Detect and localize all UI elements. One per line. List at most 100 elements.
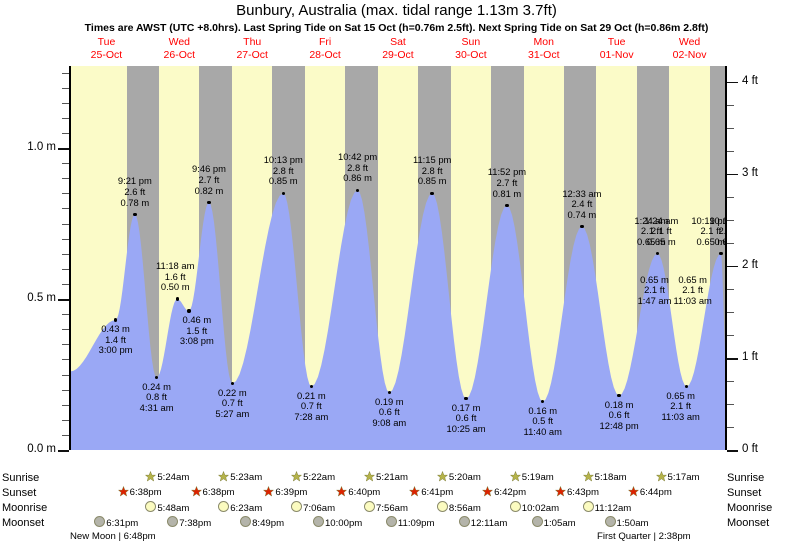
- moonrise-cell: 11:12am: [582, 501, 631, 514]
- tide-label-line: 11:40 am: [523, 425, 562, 437]
- y-axis-left-label: 0.0 m: [27, 443, 56, 455]
- tide-extreme-label: 10:42 pm 2.8 ft 0.86 m: [323, 152, 393, 184]
- tide-extreme-dot: [187, 309, 191, 313]
- tide-label-line: 4:31 am: [139, 401, 174, 413]
- tide-label-line: 9:08 am: [372, 416, 407, 428]
- day-header-29-oct: Sat 29-Oct: [362, 36, 435, 62]
- moonset-time: 11:09pm: [397, 518, 435, 529]
- sunrise-cell: 5:17am: [655, 471, 700, 483]
- tide-label-line: 2.1 ft: [682, 284, 704, 296]
- tide-extreme-label: 11:52 pm 2.7 ft 0.81 m: [472, 167, 542, 199]
- y-tick-left: [62, 117, 69, 119]
- y-tick-left: [62, 434, 69, 436]
- day-of-week: Mon: [533, 36, 554, 48]
- tide-label-line: 12:48 pm: [599, 419, 639, 431]
- star-icon: [554, 486, 566, 497]
- day-date: 25-Oct: [90, 49, 123, 61]
- tide-label-line: 0.65 m: [647, 235, 676, 247]
- tide-extreme-dot: [133, 212, 137, 217]
- moon-disc-icon: [312, 516, 324, 527]
- day-of-week: Wed: [168, 36, 191, 48]
- sunrise-cell: 5:20am: [436, 471, 481, 483]
- moon-disc-icon: [531, 516, 543, 527]
- sunset-cell: 6:38pm: [190, 486, 235, 498]
- sunrise-time: 5:22am: [303, 472, 336, 483]
- moonset-time: 1:50am: [616, 518, 649, 529]
- tide-label-line: 1.4 ft: [105, 333, 126, 345]
- day-of-week: Sat: [390, 36, 406, 48]
- y-axis-right-label: 1 ft: [742, 350, 758, 363]
- moonset-label-right: Moonset: [727, 517, 770, 529]
- tide-label-line: 2.1 ft: [640, 225, 662, 237]
- moonset-time: 1:05am: [543, 518, 576, 529]
- tide-label-line: 10:42 pm: [338, 151, 378, 163]
- day-header-28-oct: Fri 28-Oct: [289, 36, 362, 62]
- tide-label-line: 2.1 ft: [650, 225, 672, 237]
- moon-disc-icon: [167, 516, 179, 527]
- tide-label-line: 1.6 ft: [164, 270, 186, 282]
- moonset-time: 7:38pm: [179, 518, 212, 529]
- star-icon: [145, 471, 157, 482]
- moonrise-cell: 6:23am: [218, 501, 262, 514]
- moonrise-cell: 5:48am: [145, 501, 189, 514]
- star-icon: [263, 486, 275, 497]
- sunrise-time: 5:21am: [376, 472, 408, 483]
- day-header-27-oct: Thu 27-Oct: [216, 36, 289, 62]
- sunrise-cell: 5:19am: [509, 471, 554, 483]
- tide-label-line: 0.22 m: [217, 386, 247, 398]
- tide-label-line: 0.7 ft: [300, 400, 322, 412]
- moon-phase-new-moon: New Moon | 6:48pm: [70, 531, 156, 542]
- tide-label-line: 0.50 m: [160, 281, 190, 293]
- star-icon: [655, 471, 667, 482]
- y-tick-left: [62, 193, 69, 195]
- tide-extreme-dot: [175, 297, 179, 301]
- y-tick-left: [62, 178, 69, 180]
- y-tick-left: [58, 148, 69, 150]
- day-header-02-nov: Wed 02-Nov: [653, 36, 726, 62]
- moonrise-time: 5:48am: [157, 503, 190, 514]
- moonset-cell: 11:09pm: [385, 516, 435, 529]
- y-tick-right: [727, 196, 734, 198]
- y-tick-right: [727, 404, 734, 405]
- tide-label-line: 0.6 ft: [378, 406, 400, 418]
- astro-table: Sunrise Sunset Moonrise Moonset Sunrise …: [0, 470, 793, 542]
- moon-disc-icon: [240, 516, 252, 527]
- tide-extreme-dot: [464, 396, 468, 401]
- tide-label-line: 0.86 m: [343, 172, 372, 184]
- y-tick-left: [62, 374, 69, 376]
- moon-disc-icon: [218, 501, 230, 512]
- moonset-cell: 1:50am: [604, 516, 649, 529]
- tide-label-line: 12:33 am: [562, 187, 602, 199]
- star-icon: [436, 471, 448, 482]
- moonset-cell: 8:49pm: [240, 516, 284, 529]
- tide-extreme-dot: [719, 252, 723, 256]
- y-axis-right-line: [725, 66, 727, 450]
- day-of-week: Sun: [461, 36, 481, 48]
- y-tick-right: [727, 173, 738, 176]
- sunset-cell: 6:39pm: [263, 486, 307, 498]
- y-tick-right: [727, 450, 738, 452]
- tide-extreme-label: 0.46 m 1.5 ft 3:08 pm: [162, 314, 232, 347]
- tide-extreme-label: 10:13 pm 2.8 ft 0.85 m: [248, 155, 318, 187]
- sunset-cell: 6:44pm: [627, 486, 672, 498]
- tide-label-line: 10:25 am: [446, 422, 486, 434]
- moon-disc-icon: [509, 501, 521, 512]
- tide-label-line: 0.8 ft: [146, 391, 168, 403]
- moonset-time: 10:00pm: [324, 518, 363, 529]
- tide-label-line: 2.8 ft: [421, 164, 443, 176]
- moon-disc-icon: [364, 501, 375, 512]
- moon-disc-icon: [436, 501, 448, 512]
- y-axis-left-label: 1.0 m: [27, 141, 56, 153]
- tide-extreme-label-overlap: 0.65 m 2.1 ft 1:47 am: [620, 274, 690, 307]
- tide-extreme-label: 0.17 m 0.6 ft 10:25 am: [431, 402, 501, 435]
- tide-label-line: 0.65 m: [666, 389, 695, 401]
- tide-label-line: 9:46 pm: [192, 163, 226, 175]
- y-tick-right: [727, 334, 734, 336]
- star-icon: [117, 486, 129, 497]
- y-axis-left-line: [69, 66, 71, 450]
- tide-label-line: 7:28 am: [294, 410, 329, 422]
- tide-label-line: 2.1 ft: [670, 400, 692, 412]
- tide-extreme-label: 0.18 m 0.6 ft 12:48 pm: [584, 399, 654, 432]
- tide-extreme-dot: [113, 318, 118, 322]
- y-tick-right: [727, 150, 734, 152]
